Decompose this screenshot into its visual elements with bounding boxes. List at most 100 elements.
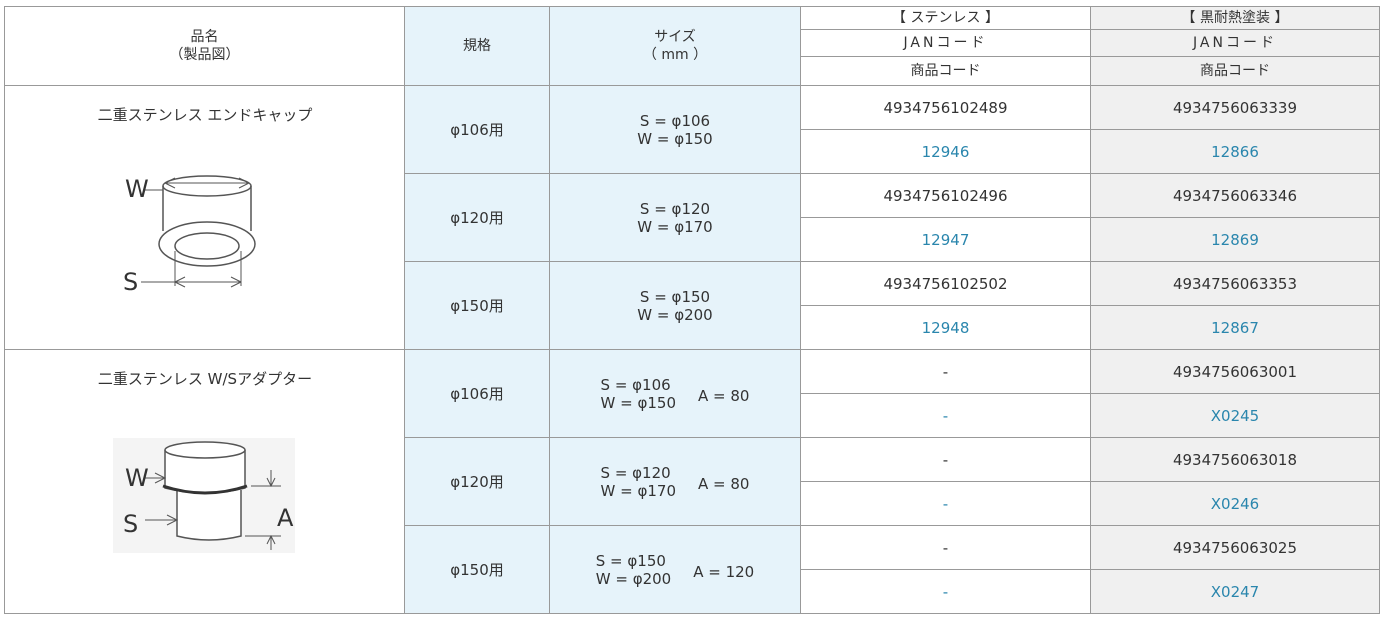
header-cell: 商品コード [1090, 56, 1380, 86]
header-row: JANコード JANコード [5, 29, 1380, 57]
size-block: S = φ106 W = φ150 [601, 376, 676, 412]
size-block: S = φ150 W = φ200 [596, 552, 671, 588]
product-row: φ150用 S = φ150 W = φ200 A = 120 -49347560630… [5, 525, 1380, 614]
code-cell: 12869 [1090, 217, 1380, 262]
ring [162, 484, 248, 495]
size-s: S = φ150 [595, 551, 666, 570]
code-cell: 12866 [1090, 129, 1380, 174]
header-row: 品名 （製品図） 規格 サイズ （ mm ） 【 ステンレス 】【 黒耐熱塗装 】 [4, 6, 1380, 86]
spec-cell: φ120用 [404, 173, 550, 262]
header-spec: 規格 [463, 38, 491, 54]
header-name: 品名 [190, 29, 219, 45]
product-name: 二重ステンレス W/Sアダプター [98, 370, 312, 388]
size-w: W = φ150 [600, 393, 676, 412]
code-cell: X0247 [1090, 569, 1380, 614]
spec-cell: φ150用 [404, 525, 550, 614]
dims [145, 470, 281, 550]
jan-cell: 4934756063018 [1090, 437, 1380, 482]
header-cell: 品名 （製品図） [4, 6, 405, 86]
cap-top [162, 175, 252, 197]
jan-cell: 4934756102502 [800, 261, 1091, 306]
size-w: W = φ200 [595, 569, 672, 588]
header-cell: JANコード [1090, 29, 1380, 57]
size-cell: S = φ150 W = φ200 [549, 261, 801, 350]
size-s: S = φ120 [600, 463, 671, 482]
header-name-sub: （製品図） [169, 47, 240, 63]
product-row: 12947 12869 [5, 217, 1380, 262]
product-row: φ120用 S = φ120 W = φ170 A = 80 -493475606301… [5, 437, 1380, 526]
product-diagram: 二重ステンレス W/Sアダプター WS A [98, 370, 312, 553]
jan-cell: 4934756063001 [1090, 349, 1380, 394]
size-s: S = φ120 [639, 199, 711, 218]
product-row: 12948 12867 [5, 305, 1380, 350]
jan-cell: - [800, 525, 1091, 570]
product-name: 二重ステンレス エンドキャップ [98, 106, 313, 124]
name-cell: 二重ステンレス エンドキャップ W S [4, 85, 405, 350]
size-s: S = φ150 [639, 287, 711, 306]
cap-body [162, 186, 252, 231]
spec-cell: φ106用 [404, 349, 550, 438]
size-cell: S = φ150 W = φ200 A = 120 [549, 525, 801, 614]
spec-cell: φ120用 [404, 437, 550, 526]
header-size: サイズ [654, 29, 696, 45]
code-cell: - [800, 481, 1091, 526]
size-w: W = φ150 [637, 129, 713, 148]
product-row: φ120用 S = φ120 W = φ170 4934756102496 493475… [5, 173, 1380, 262]
size-w: W = φ200 [637, 305, 713, 324]
jan-cell: 4934756102496 [800, 173, 1091, 218]
code-cell: X0246 [1090, 481, 1380, 526]
size-cell: S = φ120 W = φ170 A = 80 [549, 437, 801, 526]
cap-hole [174, 232, 240, 260]
product-row: φ150用 S = φ150 W = φ200 4934756102502 493475… [5, 261, 1380, 350]
diagram-label: W [125, 175, 149, 203]
size-cell: S = φ120 W = φ170 [549, 173, 801, 262]
dim-s [141, 251, 242, 288]
jan-cell: 4934756102489 [800, 85, 1091, 130]
header-cell: JANコード [800, 29, 1091, 57]
dim-w [143, 177, 250, 191]
size-wrap: S = φ120 W = φ170 A = 80 [550, 464, 800, 500]
jan-cell: - [800, 437, 1091, 482]
diagram-label: A [277, 504, 294, 532]
size-w: W = φ170 [637, 217, 713, 236]
spec-cell: φ106用 [404, 85, 550, 174]
jan-cell: 4934756063339 [1090, 85, 1380, 130]
header-cell: 【 黒耐熱塗装 】 [1090, 6, 1380, 30]
header-cell: 規格 [404, 6, 550, 86]
product-row: - X0245 [5, 393, 1380, 438]
size-s: S = φ106 [639, 111, 711, 130]
size-a: A = 80 [698, 386, 750, 405]
product-row: - X0247 [5, 569, 1380, 614]
size-w: W = φ170 [600, 481, 676, 500]
spec-cell: φ150用 [404, 261, 550, 350]
lower-pipe [176, 490, 242, 541]
jan-cell: 4934756063025 [1090, 525, 1380, 570]
jan-cell: 4934756063353 [1090, 261, 1380, 306]
jan-cell: 4934756063346 [1090, 173, 1380, 218]
size-wrap: S = φ150 W = φ200 A = 120 [550, 552, 800, 588]
size-s: S = φ106 [600, 375, 671, 394]
size-cell: S = φ106 W = φ150 [549, 85, 801, 174]
code-cell: 12948 [800, 305, 1091, 350]
product-diagram: 二重ステンレス エンドキャップ W S [98, 106, 313, 296]
size-block: S = φ120 W = φ170 [601, 464, 676, 500]
code-cell: X0245 [1090, 393, 1380, 438]
size-cell: S = φ106 W = φ150 A = 80 [549, 349, 801, 438]
product-row: 12946 12866 [5, 129, 1380, 174]
header-row: 商品コード 商品コード [5, 56, 1380, 86]
code-cell: 12947 [800, 217, 1091, 262]
jan-cell: - [800, 349, 1091, 394]
code-cell: 12867 [1090, 305, 1380, 350]
header-cell: 【 ステンレス 】 [800, 6, 1091, 30]
code-cell: - [800, 393, 1091, 438]
size-a: A = 120 [693, 562, 755, 581]
size-a: A = 80 [698, 474, 750, 493]
diagram-label: W [125, 464, 149, 492]
cap-flange [158, 221, 256, 267]
product-table: 品名 （製品図） 規格 サイズ （ mm ） 【 ステンレス 】【 黒耐熱塗装 】 JANコ… [4, 6, 1380, 614]
header-size-sub: （ mm ） [642, 47, 708, 63]
code-cell: - [800, 569, 1091, 614]
